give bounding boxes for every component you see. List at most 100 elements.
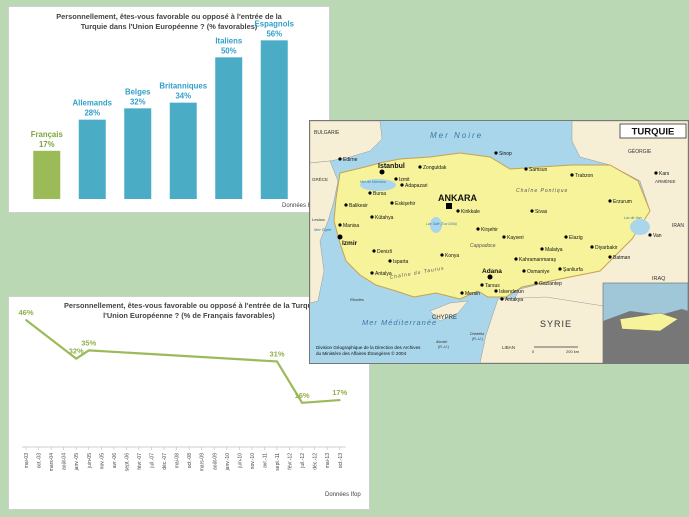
map-credit-line1: Division Géographique de la Direction de… xyxy=(316,345,421,350)
city-label: Edirne xyxy=(343,157,358,163)
line-point-1 xyxy=(75,357,78,360)
label-ankara: ANKARA xyxy=(438,193,477,203)
city-label: Gaziantep xyxy=(539,281,562,287)
label-cappadoce: Cappadoce xyxy=(470,243,496,249)
bar-0 xyxy=(33,150,61,199)
line-x-tick-label-16: janv.-10 xyxy=(225,453,231,472)
city-label: Denizli xyxy=(377,249,392,255)
line-x-tick-label-23: déc.-12 xyxy=(313,453,319,470)
label-dhekelia-ru: (R.-U.) xyxy=(472,337,483,341)
city-dot-icon xyxy=(564,235,568,239)
bar-chart-title-line2: Turquie dans l'Union Européenne ? (% fav… xyxy=(80,22,258,31)
city-label: Antalya xyxy=(375,271,392,277)
map-title: TURQUIE xyxy=(632,127,675,138)
city-label: Kahramanmaraş xyxy=(519,257,556,263)
line-x-tick-label-14: mars-09 xyxy=(200,453,206,472)
city-label: Bursa xyxy=(373,191,386,197)
bar-category-label-2: Belges xyxy=(125,87,151,96)
scale-zero-label: 0 xyxy=(532,349,535,354)
line-x-tick-label-18: nov.-10 xyxy=(250,453,256,470)
city-label: Manisa xyxy=(343,223,359,229)
bar-1 xyxy=(78,119,106,199)
city-dot-icon xyxy=(570,173,574,177)
city-dot-icon xyxy=(654,171,658,175)
city-dot-icon xyxy=(394,177,398,181)
line-x-tick-label-10: juil.-07 xyxy=(150,453,156,469)
bar-category-label-5: Espagnols xyxy=(255,19,295,28)
city-label: Sinop xyxy=(499,151,512,157)
city-dot-icon xyxy=(558,267,562,271)
city-dot-icon xyxy=(500,297,504,301)
city-label: Samsun xyxy=(529,167,548,173)
city-dot-izmir-icon xyxy=(337,234,343,240)
map-credit-line2: du Ministère des Affaires Étrangères © 2… xyxy=(316,350,407,356)
map-land-syria xyxy=(479,296,611,363)
city-label: Malatya xyxy=(545,247,563,253)
line-chart-title-line1: Personnellement, êtes-vous favorable ou … xyxy=(63,301,315,310)
line-x-tick-label-17: juin-10 xyxy=(237,453,243,469)
label-izmir: Izmir xyxy=(342,240,358,247)
line-x-tick-label-22: juil.-12 xyxy=(300,453,306,469)
city-dot-icon xyxy=(514,257,518,261)
scale-distance-label: 200 km xyxy=(566,349,580,354)
city-dot-icon xyxy=(370,271,374,275)
line-x-tick-label-1: oct.-03 xyxy=(37,453,43,469)
line-point-label-5: 17% xyxy=(332,388,347,397)
label-lac-van: Lac de Van xyxy=(624,216,642,220)
line-x-tick-label-6: nov.-05 xyxy=(99,453,105,470)
map-land-cyprus xyxy=(429,300,469,322)
line-x-tick-label-7: avr.-06 xyxy=(112,453,118,469)
line-x-tick-label-3: août-04 xyxy=(62,453,68,470)
label-istanbul: Istanbul xyxy=(378,163,405,170)
line-chart-title-line2: l'Union Européenne ? (% de Français favo… xyxy=(103,311,275,320)
line-x-tick-label-21: févr.-12 xyxy=(288,453,294,470)
lake-van-icon xyxy=(630,219,650,235)
label-akrotiri-ru: (R.-U.) xyxy=(438,345,449,349)
city-label: Antakya xyxy=(505,297,523,303)
label-syrie: SYRIE xyxy=(540,319,572,329)
city-dot-icon xyxy=(502,235,506,239)
city-label: Sivas xyxy=(535,209,548,215)
line-point-5 xyxy=(338,399,341,401)
city-label: Eskişehir xyxy=(395,201,416,207)
label-mediterranee: Mer Méditerranée xyxy=(362,318,437,327)
line-point-0 xyxy=(25,319,27,321)
city-dot-icon xyxy=(480,283,484,287)
lake-tuz-icon xyxy=(430,217,442,233)
line-x-tick-label-19: avr.-11 xyxy=(262,453,268,468)
line-point-label-0: 46% xyxy=(18,308,33,317)
label-iraq: IRAQ xyxy=(652,276,666,282)
city-dot-icon xyxy=(418,165,422,169)
line-x-tick-label-12: mai-08 xyxy=(175,453,181,469)
line-x-tick-label-2: mars-04 xyxy=(49,453,55,472)
label-dhekelia: Dhekelia xyxy=(470,332,484,336)
label-iran: IRAN xyxy=(672,223,684,229)
capital-marker-icon xyxy=(446,203,452,209)
bar-chart-source: Données I xyxy=(282,203,310,209)
label-georgie: GÉORGIE xyxy=(628,148,652,155)
line-point-3 xyxy=(276,360,278,363)
city-label: Zonguldak xyxy=(423,165,447,171)
city-dot-icon xyxy=(524,167,528,171)
label-marmara: Mer de Marmara xyxy=(360,180,386,184)
bar-value-label-3: 34% xyxy=(175,92,191,101)
city-dot-icon xyxy=(530,209,534,213)
city-label: Kirşehir xyxy=(481,227,498,233)
city-label: Trabzon xyxy=(575,173,593,179)
bar-category-label-0: Français xyxy=(31,130,64,139)
turkey-map: TURQUIE Mer Noire Mer Méditerranée Mer d… xyxy=(309,120,689,364)
line-x-tick-label-5: juin-05 xyxy=(87,453,93,469)
city-dot-icon xyxy=(372,249,376,253)
bar-4 xyxy=(215,57,243,200)
city-dot-icon xyxy=(400,183,404,187)
label-chaine-pontique: Chaîne Pontique xyxy=(516,188,568,194)
city-label: Iskenderun xyxy=(499,289,524,295)
line-x-tick-label-15: août-09 xyxy=(212,453,218,470)
city-dot-icon xyxy=(440,253,444,257)
city-dot-icon xyxy=(370,215,374,219)
line-chart-card: Personnellement, êtes-vous favorable ou … xyxy=(8,296,370,510)
city-label: Konya xyxy=(445,253,459,259)
line-x-tick-label-24: mai-13 xyxy=(325,453,331,469)
